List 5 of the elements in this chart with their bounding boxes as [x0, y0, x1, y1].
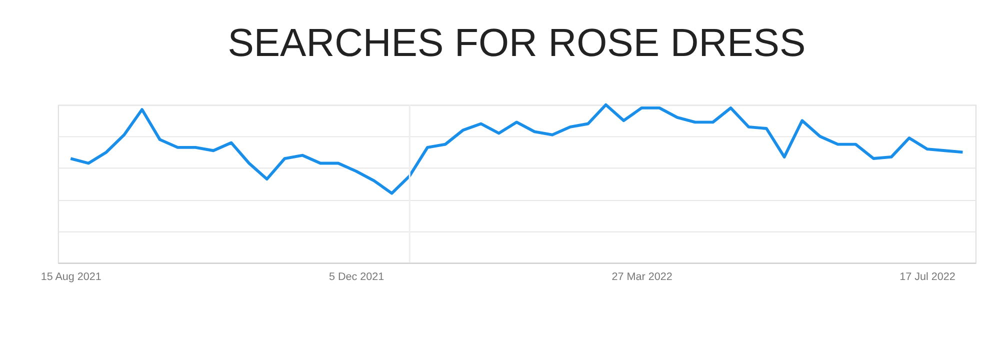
x-tick-label: 27 Mar 2022 [612, 270, 672, 283]
x-tick-label: 17 Jul 2022 [900, 270, 956, 283]
x-tick-label: 15 Aug 2021 [40, 270, 102, 283]
chart-title: SEARCHES FOR ROSE DRESS [228, 21, 806, 66]
x-tick-label: 5 Dec 2021 [329, 270, 384, 283]
